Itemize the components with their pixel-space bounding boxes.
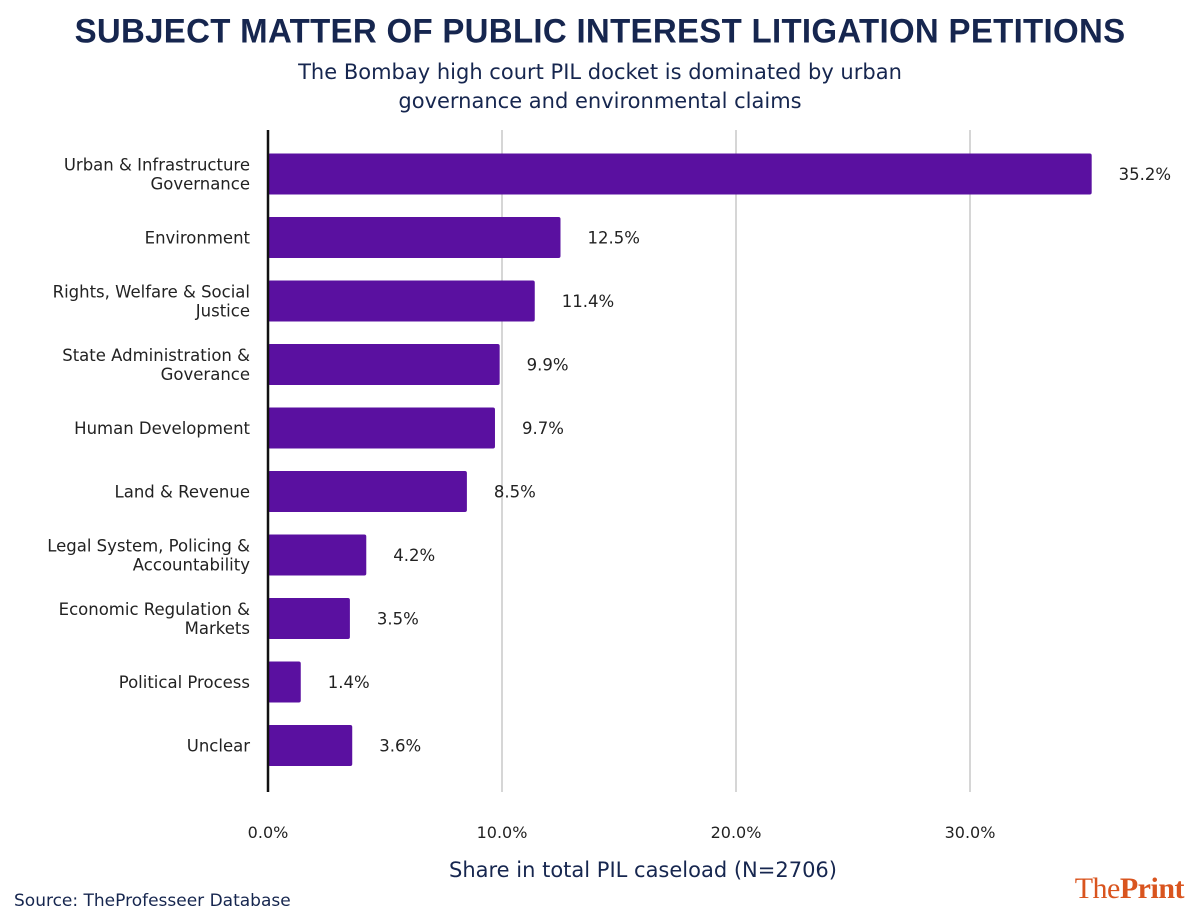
value-label: 9.9% [527,356,569,375]
value-label: 9.7% [522,419,564,438]
bar [268,153,1092,195]
chart-title: SUBJECT MATTER OF PUBLIC INTEREST LITIGA… [74,11,1126,50]
bar [268,407,495,449]
category-label: Environment [145,229,251,248]
bar [268,471,467,512]
value-labels: 35.2% 12.5% 11.4% 9.9% 9.7% 8.5% 4.2% 3.5% 1.4% 3… [328,165,1171,756]
x-tick-label: 20.0% [711,823,762,842]
category-label: Unclear [187,737,250,756]
category-label: Land & Revenue [115,483,250,502]
value-label: 11.4% [562,292,614,311]
value-label: 3.6% [379,737,421,756]
value-label: 1.4% [328,673,370,692]
bar [268,534,367,576]
value-label: 35.2% [1119,165,1171,184]
category-label: Urban & Infrastructure Governance [64,156,250,194]
bar [268,344,500,385]
category-label: Economic Regulation & Markets [59,600,250,638]
x-tick-label: 10.0% [477,823,528,842]
bar [268,217,561,258]
value-label: 8.5% [494,483,536,502]
x-tick-label: 0.0% [248,823,289,842]
x-tick-label: 30.0% [945,823,996,842]
brand-print: Print [1119,872,1185,905]
x-axis-label: Share in total PIL caseload (N=2706) [449,858,837,882]
bar [268,661,301,703]
category-labels: Urban & Infrastructure Governance Environm… [47,156,250,756]
bar [268,725,353,766]
category-label: Political Process [119,673,250,692]
category-label: Legal System, Policing & Accountability [47,537,250,575]
category-label: Rights, Welfare & Social Justice [53,283,250,321]
brand-logo: ThePrint [1074,872,1185,906]
category-label: Human Development [74,419,250,438]
bar [268,280,535,322]
value-label: 12.5% [588,229,640,248]
gridlines [501,130,971,792]
chart-subtitle: The Bombay high court PIL docket is domi… [298,60,902,113]
x-tick-labels: 0.0% 10.0% 20.0% 30.0% [248,823,996,842]
bar [268,598,350,639]
value-label: 4.2% [393,546,435,565]
brand-the: The [1074,872,1121,905]
source-note: Source: TheProfesseer Database [14,891,291,911]
bars [268,153,1092,766]
value-label: 3.5% [377,610,419,629]
category-label: State Administration & Goverance [62,346,250,384]
